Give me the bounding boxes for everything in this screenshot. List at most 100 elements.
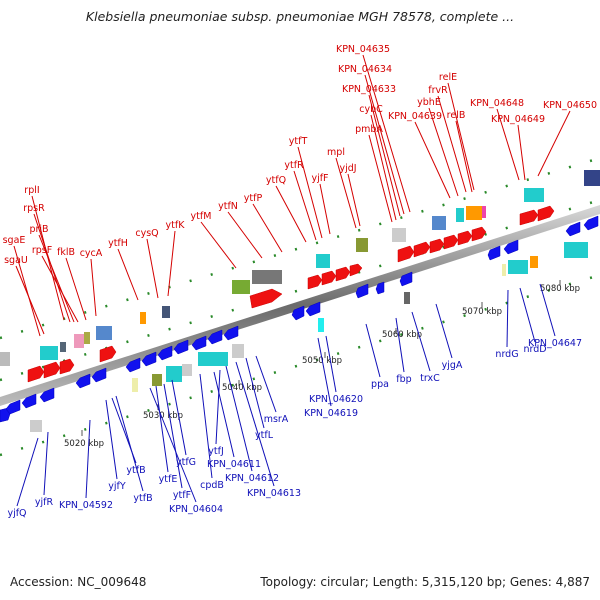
gene-leader-line <box>362 54 411 213</box>
gene-label[interactable]: relE <box>439 72 457 83</box>
gene-leader-line <box>414 121 451 199</box>
gene-leader-line <box>85 419 91 499</box>
gene-label[interactable]: yjgA <box>442 360 463 371</box>
gene-leader-line <box>171 379 187 456</box>
gene-leader-line <box>317 337 332 407</box>
gene-leader-line <box>215 369 221 445</box>
gene-label[interactable]: KPN_04620 <box>309 394 363 405</box>
gene-leader-line <box>255 355 277 413</box>
gene-label[interactable]: msrA <box>264 414 289 425</box>
gene-label[interactable]: KPN_04649 <box>491 114 545 125</box>
gene-leader-line <box>297 146 323 239</box>
gene-label[interactable]: KPN_04633 <box>342 84 396 95</box>
gene-label[interactable]: KPN_04619 <box>304 408 358 419</box>
tick-label-5070: 5070 kbp <box>462 307 502 317</box>
gene-label[interactable]: ytfN <box>218 201 238 212</box>
gene-leader-line <box>506 289 509 348</box>
gene-label[interactable]: ytfG <box>176 457 196 468</box>
gene-leader-line <box>90 258 97 317</box>
reverse-genes <box>0 215 599 432</box>
gene-label[interactable]: KPN_04635 <box>336 44 390 55</box>
gene-label[interactable]: ytfB <box>133 493 152 504</box>
gene-label[interactable]: KPN_04612 <box>225 473 279 484</box>
gene-leader-line <box>428 107 459 197</box>
gene-label[interactable]: nrdD <box>523 344 546 355</box>
gene-label[interactable]: cysQ <box>135 228 158 239</box>
gene-leader-line <box>447 82 475 191</box>
gene-label[interactable]: rpsR <box>23 203 45 214</box>
gene-label[interactable]: priB <box>29 224 48 235</box>
gene-label[interactable]: ytfM <box>191 211 212 222</box>
gene-leader-line <box>38 234 75 323</box>
gene-label[interactable]: KPN_04647 <box>528 338 582 349</box>
gene-label[interactable]: ytfK <box>166 220 186 231</box>
genome-summary: Topology: circular; Length: 5,315,120 bp… <box>260 575 590 589</box>
gene-label[interactable]: yjfQ <box>7 508 26 519</box>
gene-label[interactable]: trxC <box>420 373 440 384</box>
gene-label[interactable]: yjdJ <box>339 163 356 174</box>
gene-label[interactable]: KPN_04613 <box>247 488 301 499</box>
gene-leader-line <box>225 365 253 472</box>
gene-label[interactable]: KPN_04634 <box>338 64 392 75</box>
gene-leader-line <box>245 357 265 429</box>
gene-leader-line <box>368 134 393 223</box>
gene-leader-line <box>347 173 361 227</box>
gene-leader-line <box>117 248 139 301</box>
gene-label[interactable]: KPN_04592 <box>59 500 113 511</box>
gene-label[interactable]: rplI <box>24 185 39 196</box>
gene-label[interactable]: ytfB <box>126 465 145 476</box>
gene-label[interactable]: ytfJ <box>208 446 224 457</box>
gene-label[interactable]: ytfH <box>108 238 128 249</box>
gene-label[interactable]: pmbA <box>355 124 383 135</box>
gene-label[interactable]: KPN_04650 <box>543 100 597 111</box>
gene-leader-line <box>364 74 405 215</box>
gene-label[interactable]: cybC <box>359 104 383 115</box>
gene-label[interactable]: mpl <box>327 147 345 158</box>
gene-label[interactable]: ytfL <box>255 430 274 441</box>
gene-label[interactable]: rpsF <box>32 245 52 256</box>
gene-leader-line <box>455 120 473 193</box>
tick-label-5080: 5080 kbp <box>540 284 580 294</box>
gene-label[interactable]: nrdG <box>495 349 518 360</box>
gene-label[interactable]: ytfT <box>289 136 308 147</box>
gene-leader-line <box>199 373 213 479</box>
gene-label[interactable]: yjfY <box>108 481 126 492</box>
accession-text: Accession: NC_009648 <box>10 575 147 589</box>
gene-label[interactable]: sgaU <box>4 255 28 266</box>
gene-leader-line <box>227 211 263 259</box>
gene-label[interactable]: frvR <box>428 85 448 96</box>
gene-label[interactable]: ytfQ <box>266 175 286 186</box>
gene-leader-line <box>496 108 520 181</box>
gene-label[interactable]: sgaE <box>3 235 26 246</box>
gene-label[interactable]: yjfF <box>311 173 328 184</box>
gene-label[interactable]: ytfF <box>173 490 191 501</box>
tick-label-5020: 5020 kbp <box>64 439 104 449</box>
gene-label[interactable]: ppa <box>371 379 389 390</box>
gene-label[interactable]: ytfP <box>244 193 263 204</box>
gene-label[interactable]: ytfR <box>284 160 304 171</box>
gene-label[interactable]: fklB <box>57 247 75 258</box>
gene-label[interactable]: KPN_04611 <box>207 459 261 470</box>
gene-label[interactable]: KPN_04648 <box>470 98 524 109</box>
tick-label-5030: 5030 kbp <box>143 411 183 421</box>
gene-leader-line <box>146 238 159 299</box>
gene-label[interactable]: ytfE <box>159 474 178 485</box>
gene-label[interactable]: cycA <box>80 248 103 259</box>
gene-leader-line <box>519 287 536 343</box>
gene-label[interactable]: KPN_04639 <box>388 111 442 122</box>
gene-label[interactable]: relB <box>447 110 466 121</box>
gene-leader-line <box>319 183 331 235</box>
gene-leader-line <box>539 283 556 337</box>
gene-leader-line <box>370 114 397 221</box>
scale-labels: 5020 kbp 5030 kbp 5040 kbp 5050 kbp 5060… <box>64 284 580 449</box>
gene-leader-line <box>155 385 169 473</box>
gene-label[interactable]: ybhE <box>417 97 441 108</box>
gene-label[interactable]: KPN_04604 <box>169 504 223 515</box>
tick-label-5040: 5040 kbp <box>222 383 262 393</box>
gene-label[interactable]: yjfR <box>35 497 54 508</box>
gene-label[interactable]: fbp <box>396 374 411 385</box>
gene-label[interactable]: cpdB <box>200 480 224 491</box>
